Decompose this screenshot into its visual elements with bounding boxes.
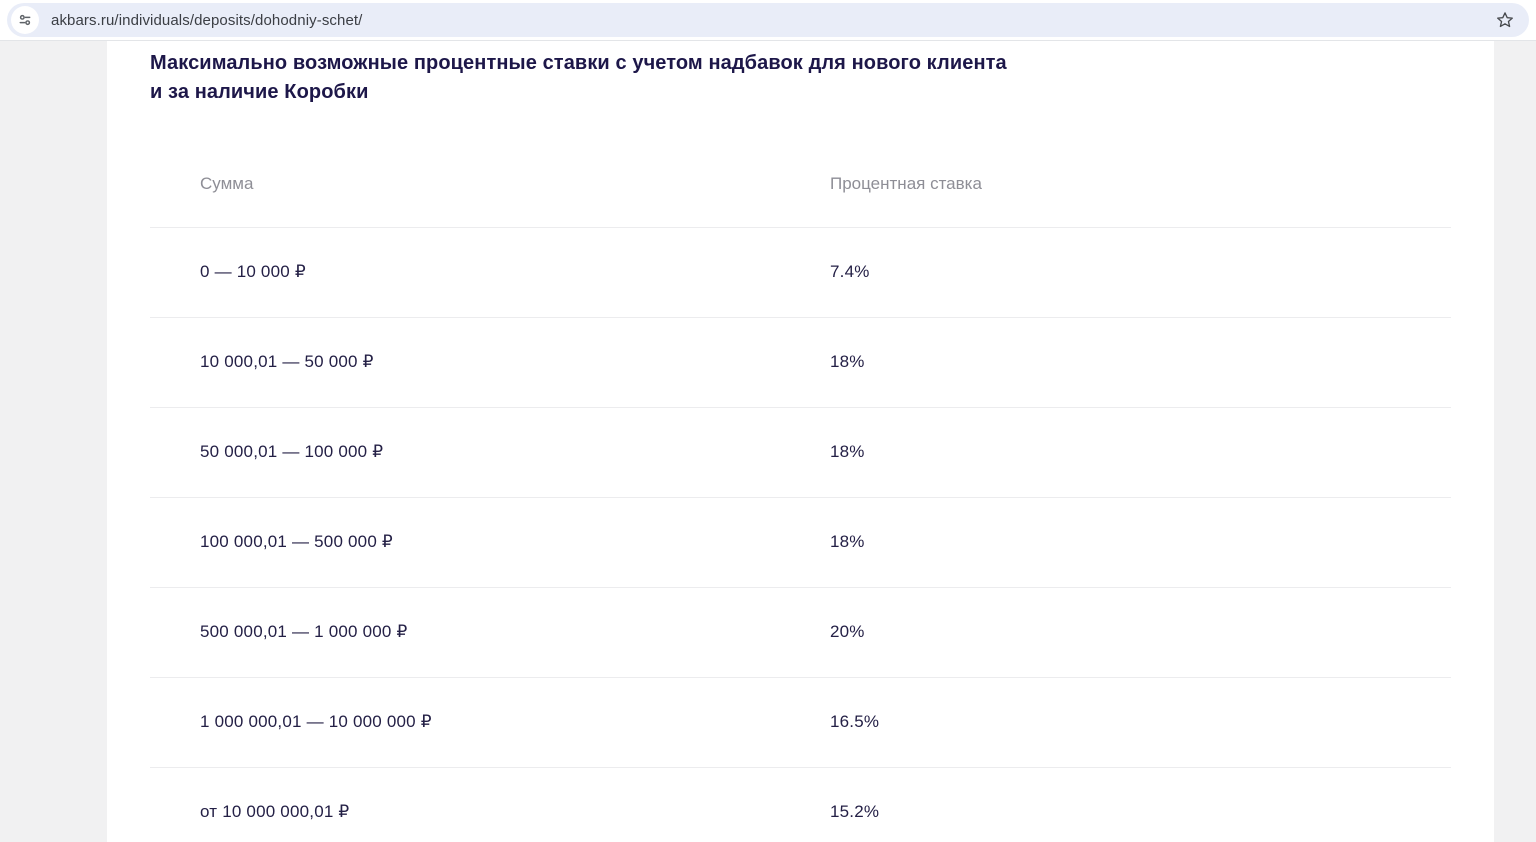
table-row: 0 — 10 000 ₽7.4% xyxy=(150,227,1451,318)
rate-cell: 15.2% xyxy=(830,802,880,822)
page-viewport: Максимально возможные процентные ставки … xyxy=(0,41,1536,842)
page-gutter-right xyxy=(1494,41,1536,842)
bookmark-button[interactable] xyxy=(1493,8,1517,32)
address-bar[interactable]: akbars.ru/individuals/deposits/dohodniy-… xyxy=(7,3,1529,37)
site-settings-button[interactable] xyxy=(11,6,39,34)
table-row: 100 000,01 — 500 000 ₽18% xyxy=(150,497,1451,588)
page-gutter-left xyxy=(0,41,107,842)
amount-cell: 10 000,01 — 50 000 ₽ xyxy=(150,317,830,408)
page-title-line2: и за наличие Коробки xyxy=(150,81,369,103)
rate-cell: 20% xyxy=(830,587,1451,678)
bookmark-star-icon xyxy=(1495,10,1515,30)
page-title-line1: Максимально возможные процентные ставки … xyxy=(150,52,1007,74)
rate-cell: 7.4% xyxy=(830,227,1451,318)
url-text[interactable]: akbars.ru/individuals/deposits/dohodniy-… xyxy=(51,11,363,29)
table-row: 10 000,01 — 50 000 ₽18% xyxy=(150,317,1451,408)
rate-cell: 16.5% xyxy=(830,677,1451,768)
amount-cell: от 10 000 000,01 ₽ xyxy=(200,802,350,822)
amount-cell: 50 000,01 — 100 000 ₽ xyxy=(150,407,830,498)
table-row: 50 000,01 — 100 000 ₽18% xyxy=(150,407,1451,498)
amount-cell: 0 — 10 000 ₽ xyxy=(150,227,830,318)
table-row: 500 000,01 — 1 000 000 ₽20% xyxy=(150,587,1451,678)
site-settings-icon xyxy=(17,12,33,28)
rate-cell: 18% xyxy=(830,407,1451,498)
amount-cell: 500 000,01 — 1 000 000 ₽ xyxy=(150,587,830,678)
browser-toolbar: akbars.ru/individuals/deposits/dohodniy-… xyxy=(0,0,1536,41)
page-title: Максимально возможные процентные ставки … xyxy=(150,49,1494,107)
table-row: 1 000 000,01 — 10 000 000 ₽16.5% xyxy=(150,677,1451,768)
column-header-rate: Процентная ставка xyxy=(830,150,1451,228)
rate-cell: 18% xyxy=(830,497,1451,588)
table-header-row: Сумма Процентная ставка xyxy=(150,150,1451,228)
rates-table: Сумма Процентная ставка 0 — 10 000 ₽7.4%… xyxy=(150,150,1451,842)
rates-table-body: 0 — 10 000 ₽7.4% 10 000,01 — 50 000 ₽18% 5… xyxy=(150,227,1451,842)
table-row: от 10 000 000,01 ₽ 15.2% xyxy=(150,767,1451,842)
amount-cell: 100 000,01 — 500 000 ₽ xyxy=(150,497,830,588)
rate-cell: 18% xyxy=(830,317,1451,408)
page-content: Максимально возможные процентные ставки … xyxy=(107,41,1494,842)
column-header-amount: Сумма xyxy=(150,150,830,228)
amount-cell: 1 000 000,01 — 10 000 000 ₽ xyxy=(150,677,830,768)
